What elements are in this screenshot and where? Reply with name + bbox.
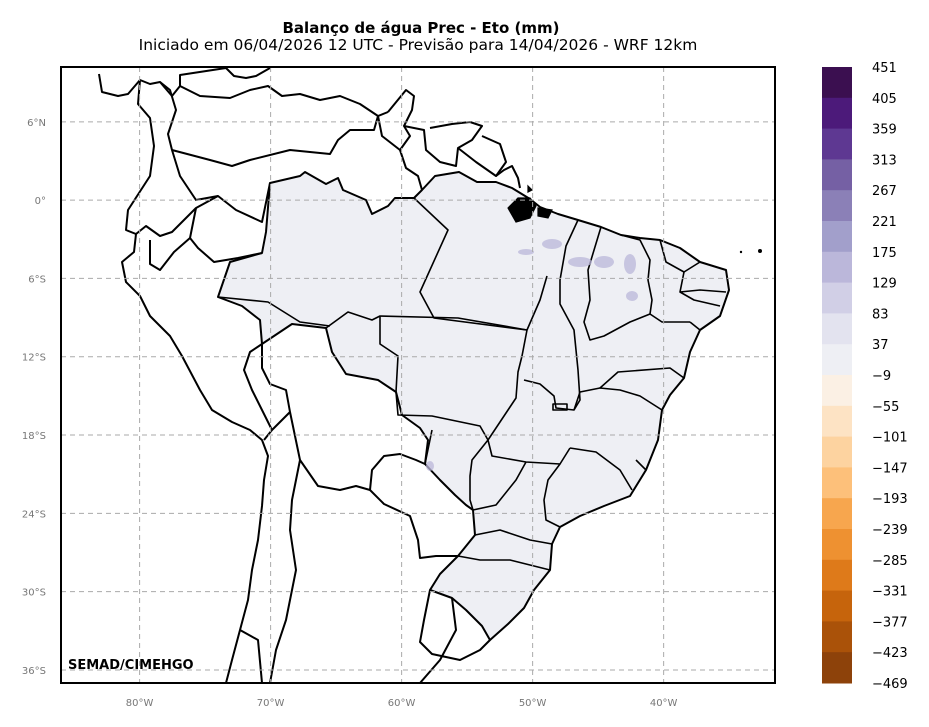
lat-tick-label: 30°S xyxy=(22,588,46,599)
colorbar xyxy=(822,67,852,684)
colorbar-label: 175 xyxy=(872,246,897,261)
lon-tick-label: 70°W xyxy=(257,698,285,709)
colorbar-label: 359 xyxy=(872,123,897,138)
amazon-delta xyxy=(507,184,553,223)
colorbar-swatch xyxy=(822,467,852,499)
colorbar-swatch xyxy=(822,159,852,191)
colorbar-label: 129 xyxy=(872,277,897,292)
colorbar-swatch xyxy=(822,344,852,376)
lon-tick-label: 40°W xyxy=(650,698,678,709)
state-borders xyxy=(217,197,727,571)
colorbar-label: 37 xyxy=(872,338,889,353)
lat-tick-label: 24°S xyxy=(22,509,46,520)
colorbar-swatch xyxy=(822,652,852,684)
lat-tick-label: 6°S xyxy=(28,274,46,285)
colorbar-swatch xyxy=(822,282,852,314)
colorbar-label: −377 xyxy=(872,615,908,630)
colorbar-swatch xyxy=(822,221,852,253)
precip-patches xyxy=(426,239,638,471)
lon-tick-labels: 80°W 70°W 60°W 50°W 40°W xyxy=(126,698,678,709)
colorbar-swatch xyxy=(822,405,852,438)
colorbar-label: −423 xyxy=(872,646,908,661)
colorbar-swatch xyxy=(822,128,852,160)
lat-tick-label: 36°S xyxy=(22,666,46,677)
gridlines xyxy=(61,67,775,683)
colorbar-label: −469 xyxy=(872,677,908,692)
map-panel xyxy=(61,67,775,683)
colorbar-swatch xyxy=(822,498,852,530)
lat-tick-label: 6°N xyxy=(27,118,46,129)
colorbar-swatch xyxy=(822,621,852,653)
colorbar-swatch xyxy=(822,190,852,222)
colorbar-label: −55 xyxy=(872,400,899,415)
colorbar-label: 221 xyxy=(872,215,897,230)
colorbar-label: 83 xyxy=(872,307,889,322)
colorbar-label: −193 xyxy=(872,492,908,507)
colorbar-swatch xyxy=(822,313,852,345)
colorbar-label: −239 xyxy=(872,523,908,538)
lon-tick-label: 60°W xyxy=(388,698,416,709)
colorbar-label: −285 xyxy=(872,554,908,569)
colorbar-label: −331 xyxy=(872,585,908,600)
brazil-field xyxy=(217,171,730,641)
lon-tick-label: 80°W xyxy=(126,698,154,709)
country-borders xyxy=(98,67,521,683)
colorbar-swatch xyxy=(822,67,852,99)
credit-label: SEMAD/CIMEHGO xyxy=(68,658,194,673)
colorbar-label: 451 xyxy=(872,61,897,76)
colorbar-swatch xyxy=(822,559,852,592)
colorbar-swatch xyxy=(822,97,852,130)
lon-tick-label: 50°W xyxy=(519,698,547,709)
lat-tick-label: 12°S xyxy=(22,353,46,364)
colorbar-swatch xyxy=(822,529,852,561)
colorbar-label: −101 xyxy=(872,431,908,446)
colorbar-label: 267 xyxy=(872,184,897,199)
colorbar-swatch xyxy=(822,436,852,468)
colorbar-swatch xyxy=(822,590,852,622)
colorbar-label: 405 xyxy=(872,92,897,107)
lat-tick-label: 0° xyxy=(35,196,46,207)
map-frame xyxy=(60,66,776,684)
colorbar-swatch xyxy=(822,375,852,407)
map-title: Balanço de água Prec - Eto (mm) xyxy=(282,19,560,37)
lat-tick-label: 18°S xyxy=(22,431,46,442)
colorbar-swatch xyxy=(822,251,852,284)
colorbar-label: 313 xyxy=(872,153,897,168)
map-subtitle: Iniciado em 06/04/2026 12 UTC - Previsão… xyxy=(138,36,698,54)
colorbar-label: −9 xyxy=(872,369,891,384)
lat-tick-labels: 6°N 0° 6°S 12°S 18°S 24°S 30°S 36°S xyxy=(22,118,46,677)
colorbar-labels: 451 405 359 313 267 221 175 129 83 37 −9 −55 −101 −14… xyxy=(872,61,908,692)
colorbar-label: −147 xyxy=(872,461,908,476)
